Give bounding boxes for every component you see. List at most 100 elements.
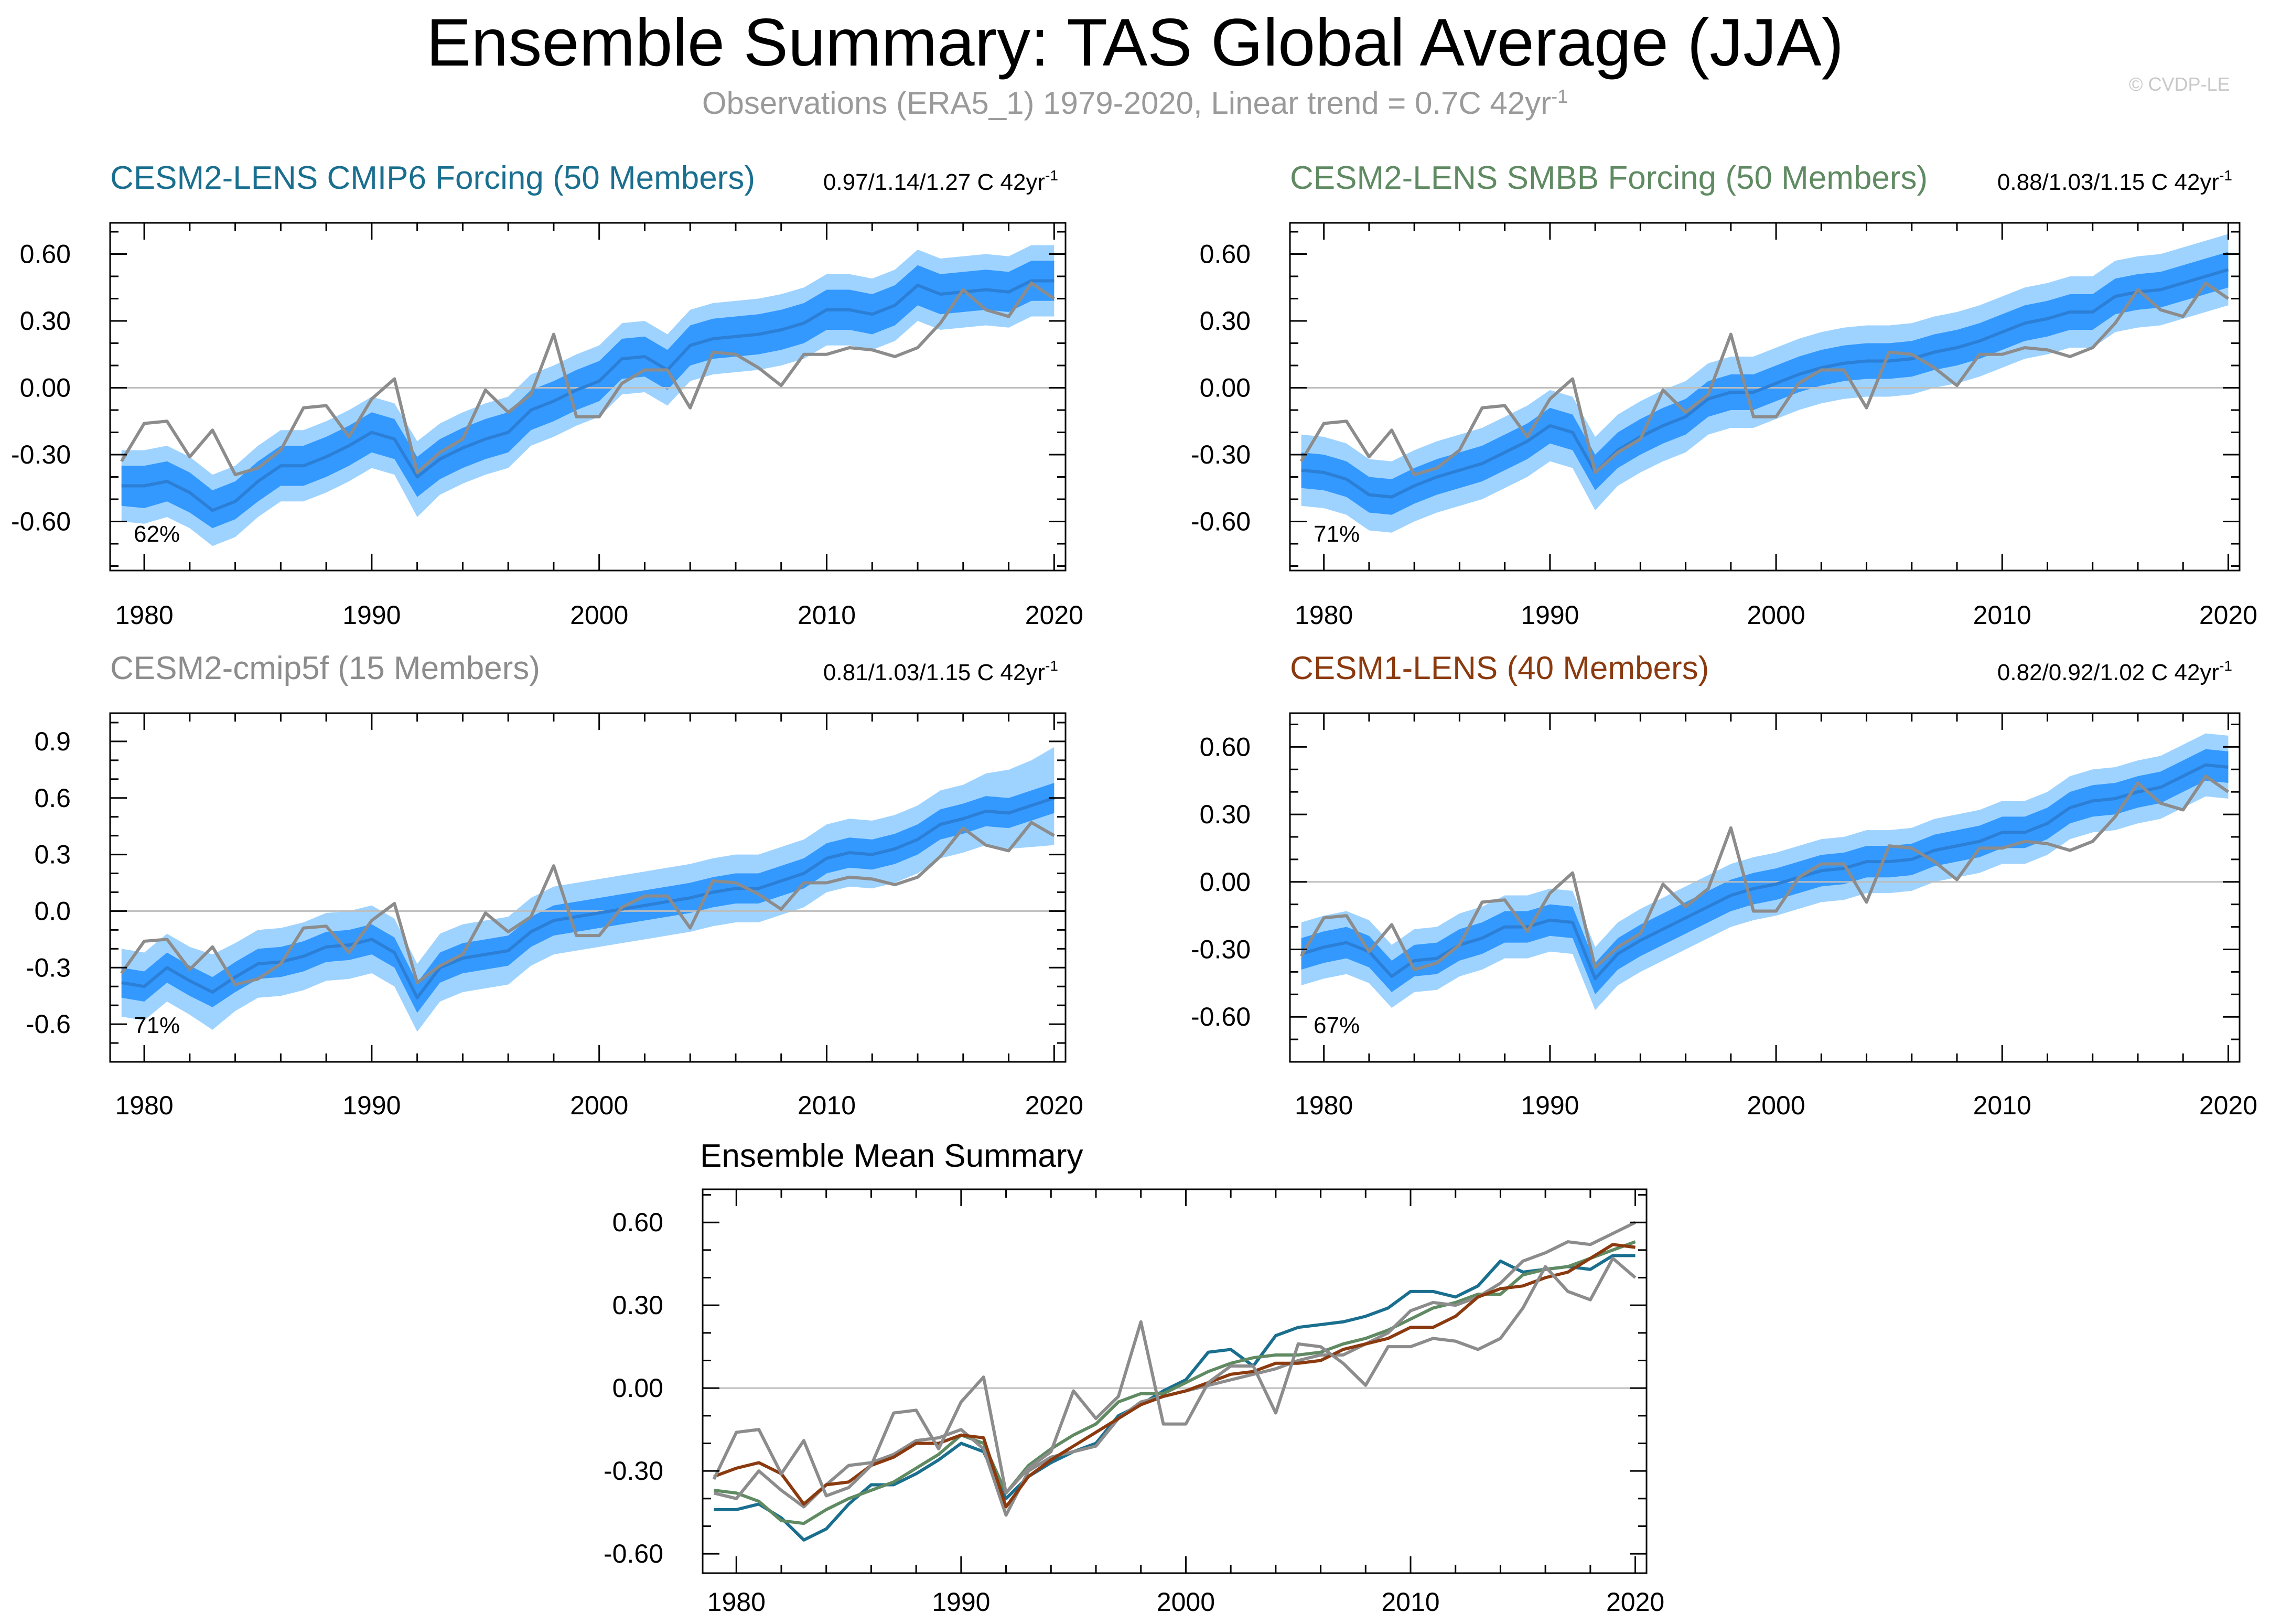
y-tick-label: -0.3	[26, 953, 71, 982]
trend-label-superscript: -1	[2219, 167, 2232, 184]
x-tick-label: 2010	[1381, 1587, 1439, 1617]
chart-panel-5: Ensemble Mean Summary 1980 1990 2000 2010 202…	[604, 1138, 1664, 1617]
observations-line	[120, 281, 1056, 477]
y-tick-label: 0.60	[1200, 240, 1251, 269]
trend-label: 0.88/1.03/1.15 C 42yr-1	[1997, 167, 2232, 195]
x-tick-label: 1980	[1295, 1091, 1353, 1120]
plot-frame	[1289, 222, 2241, 572]
y-tick-label: 0.3	[34, 840, 71, 869]
x-tick-label: 1980	[707, 1587, 766, 1617]
x-tick-label: 2000	[570, 600, 628, 630]
y-tick-label: 0.9	[34, 727, 71, 756]
trend-label-superscript: -1	[1045, 658, 1058, 674]
x-tick-label: 1990	[1521, 600, 1579, 630]
y-tick-label: -0.30	[1191, 440, 1251, 469]
x-tick-label: 1980	[115, 600, 173, 630]
y-tick-label: 0.30	[612, 1290, 663, 1320]
y-tick-label: 0.30	[1200, 800, 1251, 829]
trend-label: 0.81/1.03/1.15 C 42yr-1	[823, 658, 1058, 685]
inner-spread-band	[121, 261, 1055, 529]
x-tick-label: 2020	[2199, 1091, 2257, 1120]
x-tick-label: 2000	[570, 1091, 628, 1120]
trend-label: 0.97/1.14/1.27 C 42yr-1	[823, 167, 1058, 195]
chart-panel-1: CESM2-LENS CMIP6 Forcing (50 Members) 0.9…	[11, 160, 1083, 630]
y-tick-label: -0.30	[1191, 934, 1251, 964]
y-tick-label: 0.00	[1200, 867, 1251, 897]
observations-line	[1299, 775, 2230, 972]
x-tick-label: 2010	[1973, 600, 2031, 630]
y-tick-label: 0.0	[34, 896, 71, 926]
percent-label: 71%	[134, 1013, 180, 1038]
x-tick-label: 2010	[1973, 1091, 2031, 1120]
y-tick-label: 0.00	[612, 1373, 663, 1403]
x-tick-label: 2000	[1747, 600, 1805, 630]
x-tick-label: 1990	[342, 1091, 401, 1120]
x-tick-label: 2010	[798, 1091, 856, 1120]
y-tick-label: -0.60	[11, 507, 71, 536]
y-tick-label: 0.30	[20, 306, 71, 336]
plot-frame	[109, 222, 1067, 572]
inner-spread-band	[121, 783, 1055, 1013]
trend-label-superscript: -1	[2219, 658, 2232, 674]
x-tick-label: 2020	[1025, 600, 1083, 630]
observations-line	[120, 821, 1055, 986]
x-tick-label: 1990	[1521, 1091, 1579, 1120]
figure-subtitle: Observations (ERA5_1) 1979-2020, Linear …	[0, 85, 2270, 121]
copyright-label: © CVDP-LE	[2129, 73, 2230, 95]
y-tick-label: 0.60	[20, 240, 71, 269]
y-tick-label: 0.00	[1200, 373, 1251, 403]
x-tick-label: 2020	[2199, 600, 2257, 630]
y-tick-label: -0.60	[1191, 1002, 1251, 1031]
trend-label-text: 0.82/0.92/1.02 C 42yr	[1997, 660, 2219, 685]
x-tick-label: 2000	[1747, 1091, 1805, 1120]
trend-label-superscript: -1	[1045, 167, 1058, 184]
panel-title: CESM1-LENS (40 Members)	[1290, 650, 1709, 686]
y-tick-label: -0.30	[604, 1456, 663, 1486]
trend-label-text: 0.88/1.03/1.15 C 42yr	[1997, 169, 2219, 195]
series-line-5	[712, 1256, 1637, 1498]
trend-label-text: 0.81/1.03/1.15 C 42yr	[823, 660, 1045, 685]
ensemble-mean-line	[121, 796, 1055, 999]
trend-label: 0.82/0.92/1.02 C 42yr-1	[1997, 658, 2232, 685]
outer-spread-band	[121, 747, 1055, 1032]
inner-spread-band	[1301, 749, 2229, 995]
x-tick-label: 1980	[1295, 600, 1353, 630]
y-tick-label: -0.60	[1191, 507, 1251, 536]
figure-title: Ensemble Summary: TAS Global Average (JJ…	[426, 5, 1844, 80]
y-tick-label: 0.6	[34, 783, 71, 813]
y-tick-label: 0.30	[1200, 306, 1251, 336]
y-tick-label: -0.30	[11, 440, 71, 469]
percent-label: 67%	[1314, 1013, 1360, 1038]
y-tick-label: -0.60	[604, 1539, 663, 1568]
inner-spread-band	[1301, 252, 2229, 515]
x-tick-label: 1980	[115, 1091, 173, 1120]
y-tick-label: 0.00	[20, 373, 71, 403]
percent-label: 62%	[134, 521, 180, 547]
observations-line	[1299, 281, 2230, 477]
plot-frame	[702, 1188, 1648, 1574]
x-tick-label: 2010	[798, 600, 856, 630]
trend-label-text: 0.97/1.14/1.27 C 42yr	[823, 169, 1045, 195]
series-line-1	[714, 1254, 1636, 1542]
subtitle-superscript: -1	[1551, 85, 1568, 107]
y-tick-label: -0.6	[26, 1009, 71, 1039]
x-tick-label: 2000	[1157, 1587, 1215, 1617]
panel-title: CESM2-LENS SMBB Forcing (50 Members)	[1290, 160, 1928, 196]
ensemble-mean-line	[1301, 268, 2229, 499]
x-tick-label: 2020	[1606, 1587, 1664, 1617]
percent-label: 71%	[1314, 521, 1360, 547]
y-tick-label: 0.60	[1200, 732, 1251, 761]
plot-frame	[1289, 712, 2241, 1063]
chart-panel-4: CESM1-LENS (40 Members) 0.82/0.92/1.02 C …	[1191, 650, 2257, 1120]
x-tick-label: 1990	[932, 1587, 990, 1617]
chart-panel-2: CESM2-LENS SMBB Forcing (50 Members) 0.88…	[1191, 160, 2257, 630]
panel-title: CESM2-LENS CMIP6 Forcing (50 Members)	[110, 160, 755, 196]
x-tick-label: 1990	[342, 600, 401, 630]
chart-panel-3: CESM2-cmip5f (15 Members) 0.81/1.03/1.15 …	[26, 650, 1083, 1120]
plot-frame	[109, 712, 1067, 1063]
subtitle-text: Observations (ERA5_1) 1979-2020, Linear …	[702, 85, 1552, 121]
panel-title: CESM2-cmip5f (15 Members)	[110, 650, 540, 686]
panel-title: Ensemble Mean Summary	[700, 1138, 1083, 1174]
y-tick-label: 0.60	[612, 1208, 663, 1237]
